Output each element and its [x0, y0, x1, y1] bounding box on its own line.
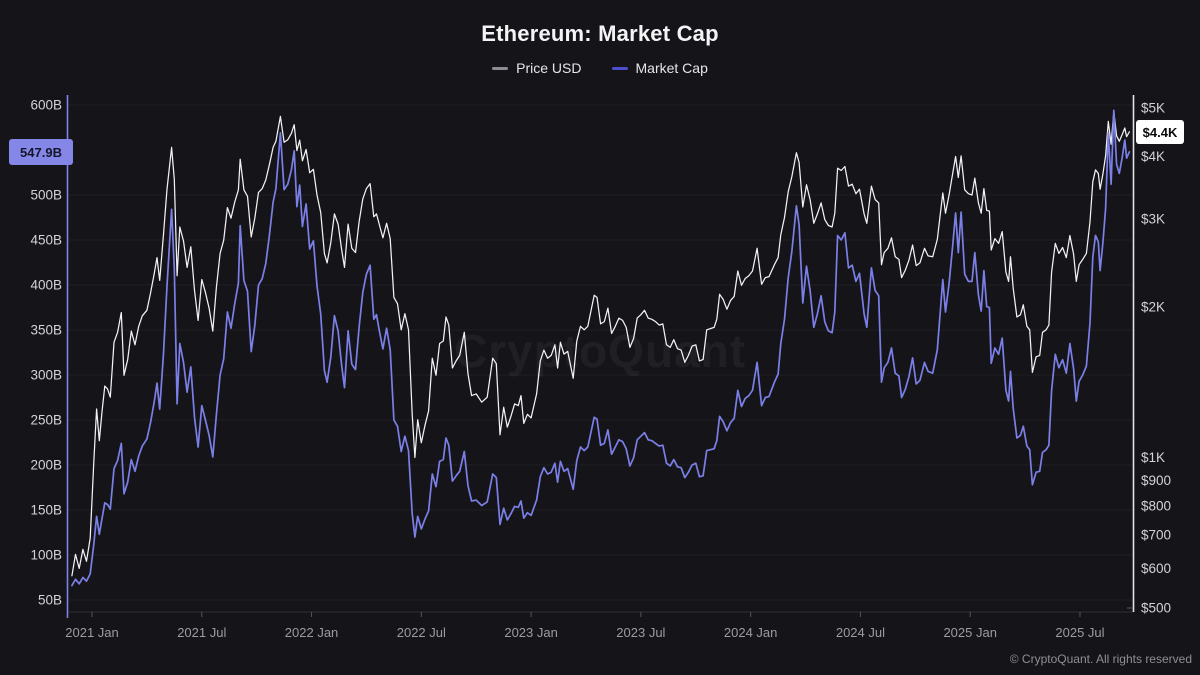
price-last-value-badge: $4.4K: [1136, 120, 1184, 144]
y-right-tick-label: $3K: [1141, 211, 1165, 226]
y-right-tick-label: $5K: [1141, 101, 1165, 116]
y-right-tick-label: $2K: [1141, 299, 1165, 314]
legend-item-market-cap[interactable]: Market Cap: [611, 60, 708, 76]
x-tick-label: 2021 Jul: [177, 625, 226, 640]
x-tick-label: 2024 Jul: [836, 625, 885, 640]
y-right-tick-label: $800: [1141, 498, 1171, 513]
y-right-tick-label: $700: [1141, 527, 1171, 542]
y-left-tick-label: 50B: [38, 593, 62, 608]
x-tick-label: 2023 Jan: [504, 625, 558, 640]
copyright-notice: © CryptoQuant. All rights reserved: [1009, 652, 1192, 666]
y-left-tick-label: 400B: [30, 278, 62, 293]
x-tick-label: 2024 Jan: [724, 625, 778, 640]
y-left-tick-label: 350B: [30, 323, 62, 338]
legend-item-price-usd[interactable]: Price USD: [492, 60, 582, 76]
series-line-market-cap: [71, 109, 1131, 587]
legend-label-price-usd: Price USD: [516, 60, 582, 76]
market-cap-last-value-badge: 547.9B: [9, 139, 73, 165]
x-tick-label: 2025 Jan: [943, 625, 997, 640]
y-right-tick-label: $4K: [1141, 149, 1165, 164]
y-left-tick-label: 300B: [30, 368, 62, 383]
y-left-tick-label: 100B: [30, 548, 62, 563]
market-cap-line-swatch-icon: [611, 66, 628, 70]
y-right-tick-label: $900: [1141, 473, 1171, 488]
y-left-tick-label: 600B: [30, 98, 62, 113]
y-right-tick-label: $500: [1141, 601, 1171, 616]
y-left-tick-label: 500B: [30, 188, 62, 203]
y-left-tick-label: 450B: [30, 233, 62, 248]
y-right-tick-label: $600: [1141, 561, 1171, 576]
chart-title: Ethereum: Market Cap: [481, 21, 719, 46]
x-tick-label: 2023 Jul: [616, 625, 665, 640]
y-right-tick-label: $1K: [1141, 450, 1165, 465]
legend-label-market-cap: Market Cap: [635, 60, 708, 76]
x-tick-label: 2022 Jan: [285, 625, 339, 640]
x-tick-label: 2025 Jul: [1055, 625, 1104, 640]
series-line-price-usd: [71, 111, 1131, 577]
y-left-tick-label: 150B: [30, 503, 62, 518]
y-left-tick-label: 250B: [30, 413, 62, 428]
y-left-tick-label: 200B: [30, 458, 62, 473]
price-line-swatch-icon: [492, 66, 509, 70]
x-tick-label: 2021 Jan: [65, 625, 119, 640]
x-tick-label: 2022 Jul: [397, 625, 446, 640]
chart-legend: Price USD Market Cap: [0, 60, 1200, 76]
